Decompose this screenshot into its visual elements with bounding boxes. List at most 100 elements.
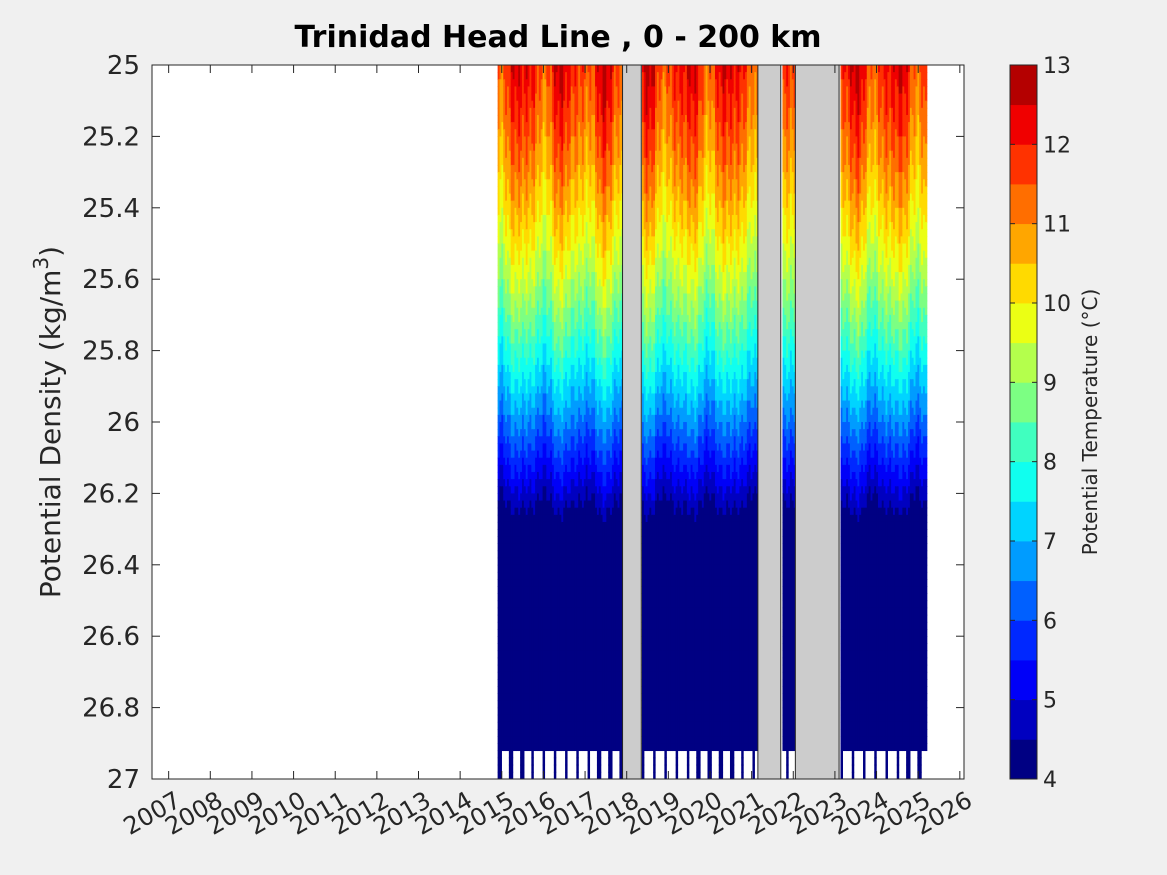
heatmap-cell bbox=[514, 72, 517, 80]
heatmap-cell bbox=[536, 300, 540, 309]
heatmap-cell bbox=[576, 386, 579, 395]
heatmap-cell bbox=[527, 493, 531, 502]
heatmap-cell bbox=[576, 550, 579, 559]
heatmap-cell bbox=[542, 393, 546, 402]
heatmap-cell bbox=[538, 207, 542, 216]
heatmap-cell bbox=[553, 650, 557, 659]
heatmap-cell bbox=[565, 414, 568, 423]
heatmap-cell bbox=[565, 122, 568, 130]
heatmap-cell bbox=[531, 65, 534, 73]
heatmap-cell bbox=[512, 336, 516, 345]
heatmap-cell bbox=[531, 750, 534, 759]
heatmap-cell bbox=[542, 114, 546, 123]
heatmap-cell bbox=[551, 386, 555, 395]
heatmap-cell bbox=[514, 521, 517, 530]
heatmap-cell bbox=[576, 114, 579, 123]
heatmap-cell bbox=[563, 200, 566, 209]
heatmap-cell bbox=[538, 322, 542, 330]
heatmap-cell bbox=[520, 336, 523, 345]
heatmap-cell bbox=[565, 700, 568, 709]
heatmap-cell bbox=[527, 386, 531, 395]
heatmap-cell bbox=[503, 614, 506, 623]
heatmap-cell bbox=[501, 743, 504, 752]
heatmap-cell bbox=[540, 350, 544, 359]
heatmap-cell bbox=[578, 700, 581, 709]
heatmap-cell bbox=[512, 350, 516, 359]
heatmap-cell bbox=[514, 207, 517, 216]
heatmap-cell bbox=[501, 707, 504, 716]
heatmap-cell bbox=[529, 529, 532, 537]
heatmap-cell bbox=[497, 129, 501, 137]
heatmap-cell bbox=[555, 629, 559, 637]
heatmap-cell bbox=[512, 486, 516, 494]
heatmap-cell bbox=[529, 250, 532, 259]
heatmap-cell bbox=[542, 286, 546, 295]
heatmap-cell bbox=[518, 529, 521, 537]
heatmap-cell bbox=[557, 257, 561, 266]
heatmap-cell bbox=[510, 743, 514, 752]
heatmap-cell bbox=[518, 679, 521, 687]
heatmap-cell bbox=[505, 179, 508, 187]
heatmap-cell bbox=[521, 571, 525, 580]
heatmap-cell bbox=[527, 222, 531, 230]
heatmap-cell bbox=[527, 322, 531, 330]
heatmap-cell bbox=[551, 100, 555, 109]
heatmap-cell bbox=[542, 564, 546, 573]
heatmap-cell bbox=[548, 464, 551, 473]
heatmap-cell bbox=[580, 686, 583, 694]
heatmap-cell bbox=[512, 714, 516, 723]
heatmap-cell bbox=[520, 764, 523, 773]
heatmap-cell bbox=[565, 586, 568, 594]
heatmap-cell bbox=[536, 586, 540, 594]
heatmap-cell bbox=[548, 736, 551, 744]
heatmap-cell bbox=[555, 422, 559, 430]
heatmap-cell bbox=[523, 422, 527, 430]
heatmap-cell bbox=[503, 686, 506, 694]
heatmap-cell bbox=[503, 364, 506, 373]
heatmap-cell bbox=[503, 143, 506, 152]
heatmap-cell bbox=[520, 507, 523, 516]
heatmap-cell bbox=[520, 79, 523, 88]
heatmap-cell bbox=[563, 671, 566, 680]
heatmap-cell bbox=[557, 471, 561, 480]
heatmap-cell bbox=[576, 521, 579, 530]
heatmap-cell bbox=[512, 407, 516, 416]
heatmap-cell bbox=[542, 707, 546, 716]
heatmap-cell bbox=[568, 579, 572, 587]
heatmap-cell bbox=[559, 72, 562, 80]
heatmap-cell bbox=[518, 336, 521, 345]
heatmap-cell bbox=[512, 150, 516, 159]
heatmap-cell bbox=[559, 264, 562, 273]
heatmap-cell bbox=[559, 86, 562, 95]
heatmap-cell bbox=[572, 550, 576, 559]
heatmap-cell bbox=[574, 279, 577, 287]
heatmap-cell bbox=[574, 272, 577, 280]
heatmap-cell bbox=[563, 407, 566, 416]
heatmap-cell bbox=[499, 307, 502, 316]
heatmap-cell bbox=[510, 314, 514, 323]
heatmap-cell bbox=[568, 100, 572, 109]
heatmap-cell bbox=[546, 414, 549, 423]
heatmap-cell bbox=[566, 286, 570, 295]
heatmap-cell bbox=[505, 100, 508, 109]
heatmap-cell bbox=[551, 65, 555, 73]
heatmap-cell bbox=[529, 414, 532, 423]
heatmap-cell bbox=[578, 736, 581, 744]
heatmap-cell bbox=[527, 357, 531, 366]
heatmap-cell bbox=[559, 214, 562, 223]
heatmap-cell bbox=[503, 664, 506, 673]
heatmap-cell bbox=[546, 93, 549, 102]
heatmap-cell bbox=[546, 586, 549, 594]
heatmap-cell bbox=[540, 743, 544, 752]
heatmap-cell bbox=[559, 414, 562, 423]
heatmap-cell bbox=[512, 550, 516, 559]
heatmap-cell bbox=[550, 286, 553, 295]
heatmap-cell bbox=[521, 79, 525, 88]
heatmap-cell bbox=[538, 264, 542, 273]
heatmap-cell bbox=[499, 771, 502, 779]
heatmap-cell bbox=[572, 379, 576, 387]
heatmap-cell bbox=[533, 400, 536, 409]
heatmap-cell bbox=[546, 614, 549, 623]
heatmap-cell bbox=[536, 736, 540, 744]
heatmap-cell bbox=[535, 493, 538, 502]
